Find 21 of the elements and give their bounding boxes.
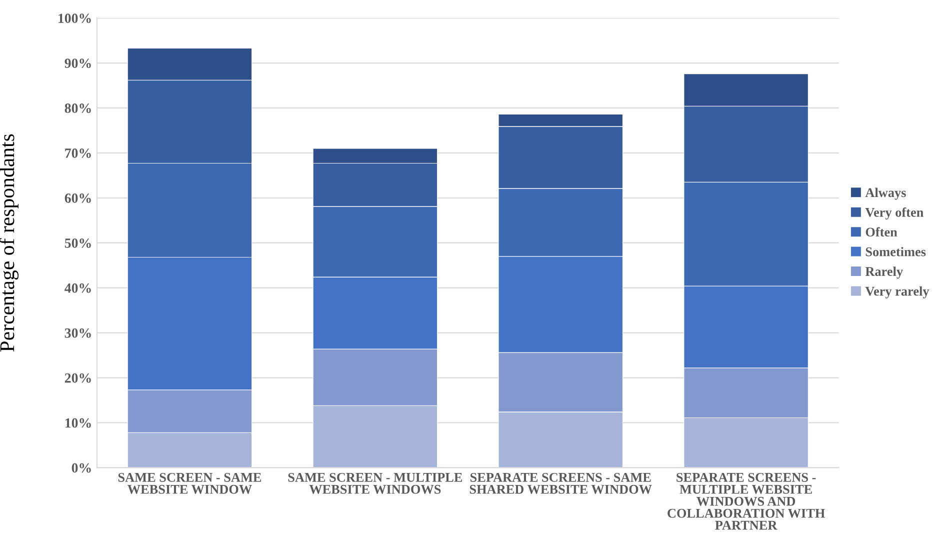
legend-label: Often (866, 227, 898, 237)
y-tick-label: 80% (64, 104, 91, 113)
y-tick-label: 70% (65, 148, 91, 158)
x-tick-label: SEPARATE SCREENS - MULTIPLE WEBSITE WINDOWS AND COLLABORATION WITH PARTNER (668, 472, 825, 530)
y-tick-label: 90% (64, 58, 91, 68)
y-tick-label: 10% (65, 418, 91, 428)
legend-label: Very rarely (865, 286, 930, 298)
legend-label: Always (865, 188, 906, 200)
x-tick-label: SAME SCREEN - MULTIPLE WEBSITE WINDOWS (288, 472, 462, 494)
y-tick-label: 100% (58, 14, 91, 24)
y-tick-label: 50% (64, 238, 91, 248)
legend-label: Rarely (865, 266, 903, 279)
x-tick-label: SEPARATE SCREENS - SAME SHARED WEBSITE WINDOW (470, 472, 652, 494)
y-tick-label: 30% (64, 328, 91, 338)
legend-label: Sometimes (866, 246, 926, 256)
y-tick-label: 60% (64, 193, 91, 203)
y-tick-label: 20% (64, 373, 91, 383)
y-tick-label: 0% (72, 463, 91, 473)
y-tick-label: 40% (64, 283, 91, 293)
legend-label: Very often (865, 207, 924, 220)
x-tick-label: SAME SCREEN - SAME WEBSITE WINDOW (118, 472, 262, 494)
